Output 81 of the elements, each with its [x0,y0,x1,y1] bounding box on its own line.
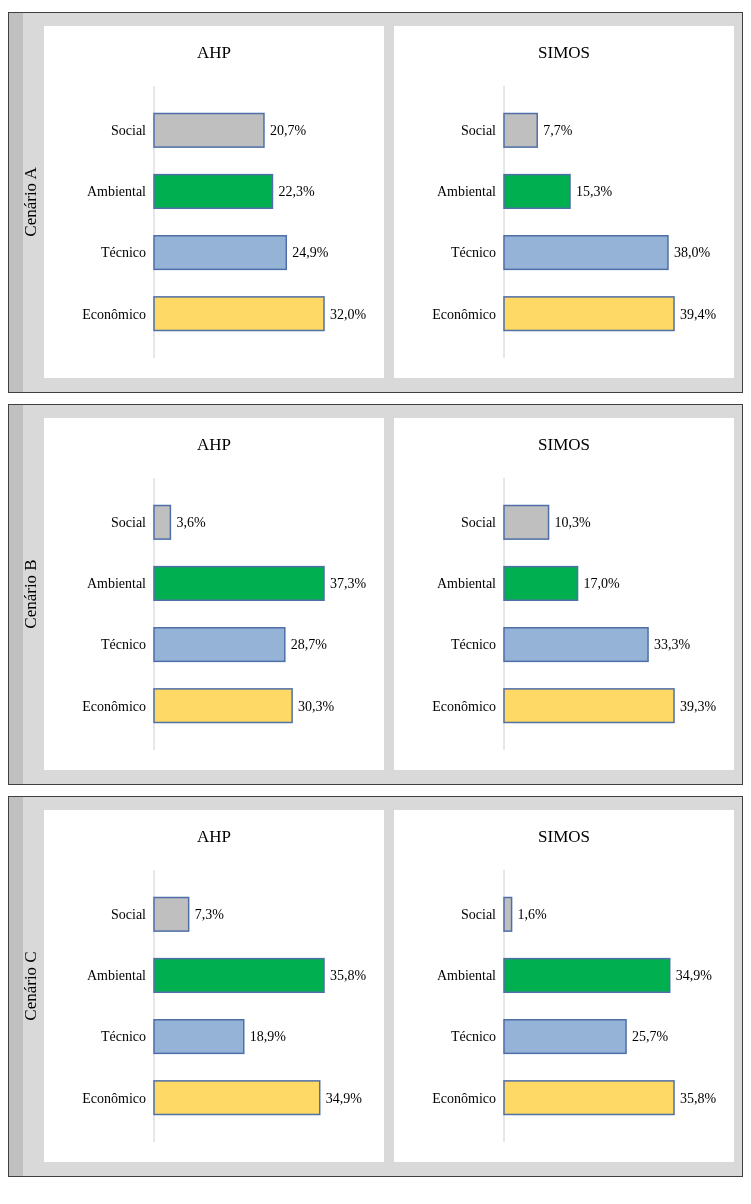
bar [503,1080,675,1116]
chart-title: AHP [196,435,232,454]
data-label: 18,9% [249,1029,287,1045]
chart-title: AHP [196,43,232,62]
bar [503,957,671,993]
bar [503,173,571,209]
chart-title: SIMOS [538,43,590,62]
y-tick-label: Técnico [100,245,146,261]
data-label: 20,7% [269,123,307,139]
bar [153,235,288,271]
data-label: 3,6% [176,515,206,531]
bar [153,1019,245,1055]
y-tick-label: Econômico [432,306,496,322]
data-label: 17,0% [583,576,621,592]
data-label: 39,3% [680,698,717,714]
bar [153,957,325,993]
y-tick-label: Econômico [432,1090,496,1106]
data-label: 35,8% [680,1090,717,1106]
y-tick-label: Ambiental [86,968,147,984]
y-tick-label: Técnico [450,1029,496,1045]
data-label: 24,9% [292,245,329,261]
y-axis-title: Cenário C [21,951,40,1021]
bar [153,112,265,148]
bar [503,896,513,932]
y-axis-title: Cenário B [21,559,40,629]
y-tick-label: Social [111,907,147,923]
y-tick-label: Social [111,515,147,531]
y-tick-label: Ambiental [86,576,147,592]
y-tick-label: Ambiental [436,576,497,592]
data-label: 30,3% [298,698,335,714]
data-label: 32,0% [330,306,367,322]
data-label: 38,0% [673,245,711,261]
chart-title: SIMOS [538,435,590,454]
bar [503,688,675,724]
y-tick-label: Econômico [82,698,146,714]
bar [153,296,325,332]
bar [503,627,649,663]
data-label: 35,8% [330,968,367,984]
data-label: 15,3% [576,184,613,200]
bar [503,504,550,540]
data-label: 22,3% [278,184,315,200]
data-label: 39,4% [680,306,717,322]
chart-title: AHP [196,827,232,846]
y-tick-label: Técnico [100,637,146,653]
bar [153,565,325,601]
y-tick-label: Ambiental [86,184,147,200]
y-tick-label: Ambiental [436,968,497,984]
bar [153,688,293,724]
y-tick-label: Social [111,123,147,139]
data-label: 7,3% [194,907,225,923]
y-tick-label: Econômico [82,306,146,322]
bar [153,504,172,540]
data-label: 34,9% [325,1090,363,1106]
data-label: 34,9% [675,968,713,984]
data-label: 1,6% [517,907,548,923]
y-tick-label: Econômico [432,698,496,714]
bar [153,627,286,663]
y-tick-label: Social [461,123,497,139]
bar [503,1019,627,1055]
y-axis-title: Cenário A [21,166,40,237]
bar [503,565,579,601]
bar [153,173,274,209]
y-tick-label: Ambiental [436,184,497,200]
y-tick-label: Social [461,515,497,531]
bar [503,235,669,271]
chart-title: SIMOS [538,827,590,846]
data-label: 10,3% [554,515,592,531]
data-label: 37,3% [330,576,367,592]
data-label: 33,3% [654,637,691,653]
y-tick-label: Econômico [82,1090,146,1106]
data-label: 25,7% [632,1029,669,1045]
y-tick-label: Técnico [100,1029,146,1045]
bar [153,1080,321,1116]
y-tick-label: Técnico [450,245,496,261]
bar [503,296,675,332]
bar [503,112,538,148]
data-label: 28,7% [290,637,328,653]
bar [153,896,190,932]
data-label: 7,7% [543,123,573,139]
y-tick-label: Técnico [450,637,496,653]
y-tick-label: Social [461,907,497,923]
